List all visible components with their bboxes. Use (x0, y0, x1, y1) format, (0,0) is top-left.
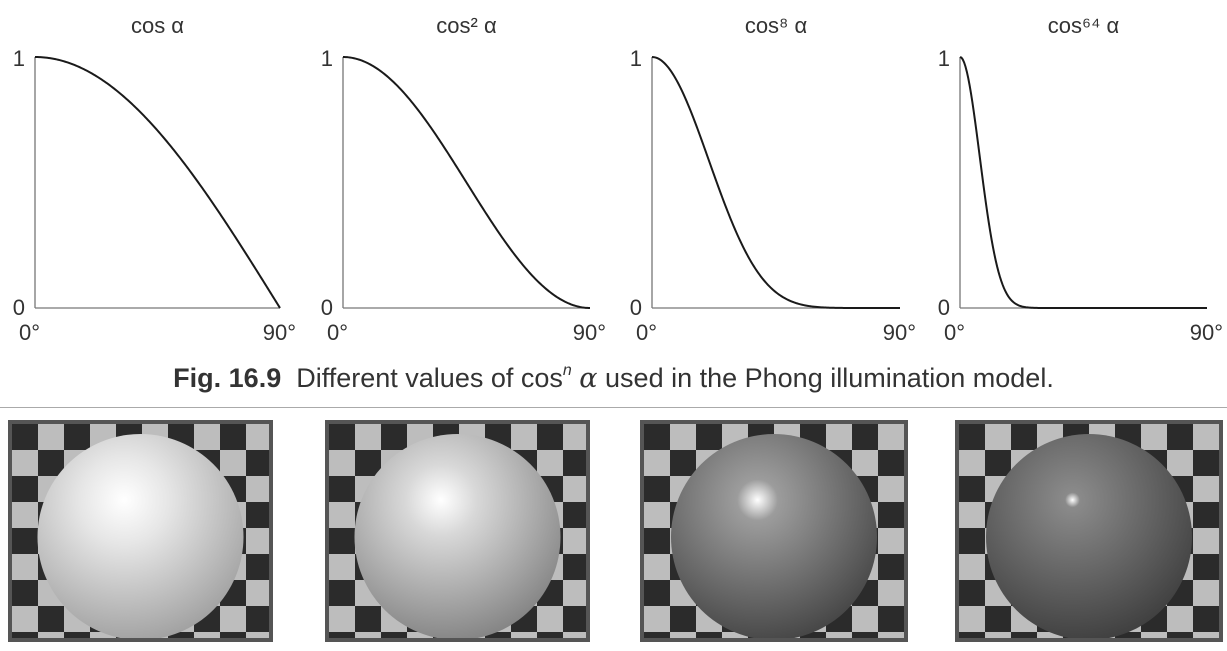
figure-caption: Fig. 16.9 Different values of cosn α use… (0, 362, 1227, 394)
sphere-render-1 (8, 420, 273, 642)
x-tick-label: 90° (883, 320, 916, 345)
x-tick-label: 90° (1190, 320, 1223, 345)
x-tick-label: 0° (327, 320, 348, 345)
x-tick-label: 0° (19, 320, 40, 345)
divider-line (0, 407, 1227, 408)
sphere-render-3 (640, 420, 908, 642)
y-tick-label: 0 (13, 295, 25, 320)
caption-fig-label: Fig. 16.9 (173, 363, 282, 393)
caption-text-before: Different values of cos (296, 363, 563, 393)
sphere-render-4 (955, 420, 1223, 642)
y-tick-label: 0 (321, 295, 333, 320)
sphere (37, 434, 244, 638)
series-line (959, 56, 1207, 309)
chart-title: cos α (131, 13, 184, 38)
sphere-image (644, 424, 904, 638)
chart-title: cos⁶⁴ α (1048, 13, 1120, 38)
sphere-render-2 (325, 420, 590, 642)
sphere (671, 434, 877, 638)
sphere-image (12, 424, 269, 638)
y-tick-label: 1 (321, 46, 333, 71)
y-tick-label: 1 (13, 46, 25, 71)
sphere-image (959, 424, 1219, 638)
chart-title: cos⁸ α (745, 13, 808, 38)
x-tick-label: 0° (636, 320, 657, 345)
chart-4: cos⁶⁴ α 1 00° 90° (938, 13, 1223, 345)
caption-symbol: α (579, 363, 598, 394)
series-line (342, 56, 591, 309)
series-line (651, 56, 900, 309)
series-line (34, 56, 281, 309)
y-tick-label: 0 (630, 295, 642, 320)
x-tick-label: 90° (573, 320, 606, 345)
x-tick-label: 90° (263, 320, 296, 345)
chart-3: cos⁸ α 1 00° 90° (630, 13, 916, 345)
sphere (986, 434, 1192, 638)
sphere (354, 434, 561, 638)
chart-title: cos² α (436, 13, 497, 38)
y-tick-label: 0 (938, 295, 950, 320)
y-tick-label: 1 (938, 46, 950, 71)
chart-1: cos α 1 00° 90° (13, 13, 296, 345)
x-tick-label: 0° (944, 320, 965, 345)
chart-2: cos² α 1 00° 90° (321, 13, 606, 345)
y-tick-label: 1 (630, 46, 642, 71)
sphere-image (329, 424, 586, 638)
caption-superscript: n (562, 362, 572, 379)
caption-text-after: used in the Phong illumination model. (597, 363, 1054, 393)
